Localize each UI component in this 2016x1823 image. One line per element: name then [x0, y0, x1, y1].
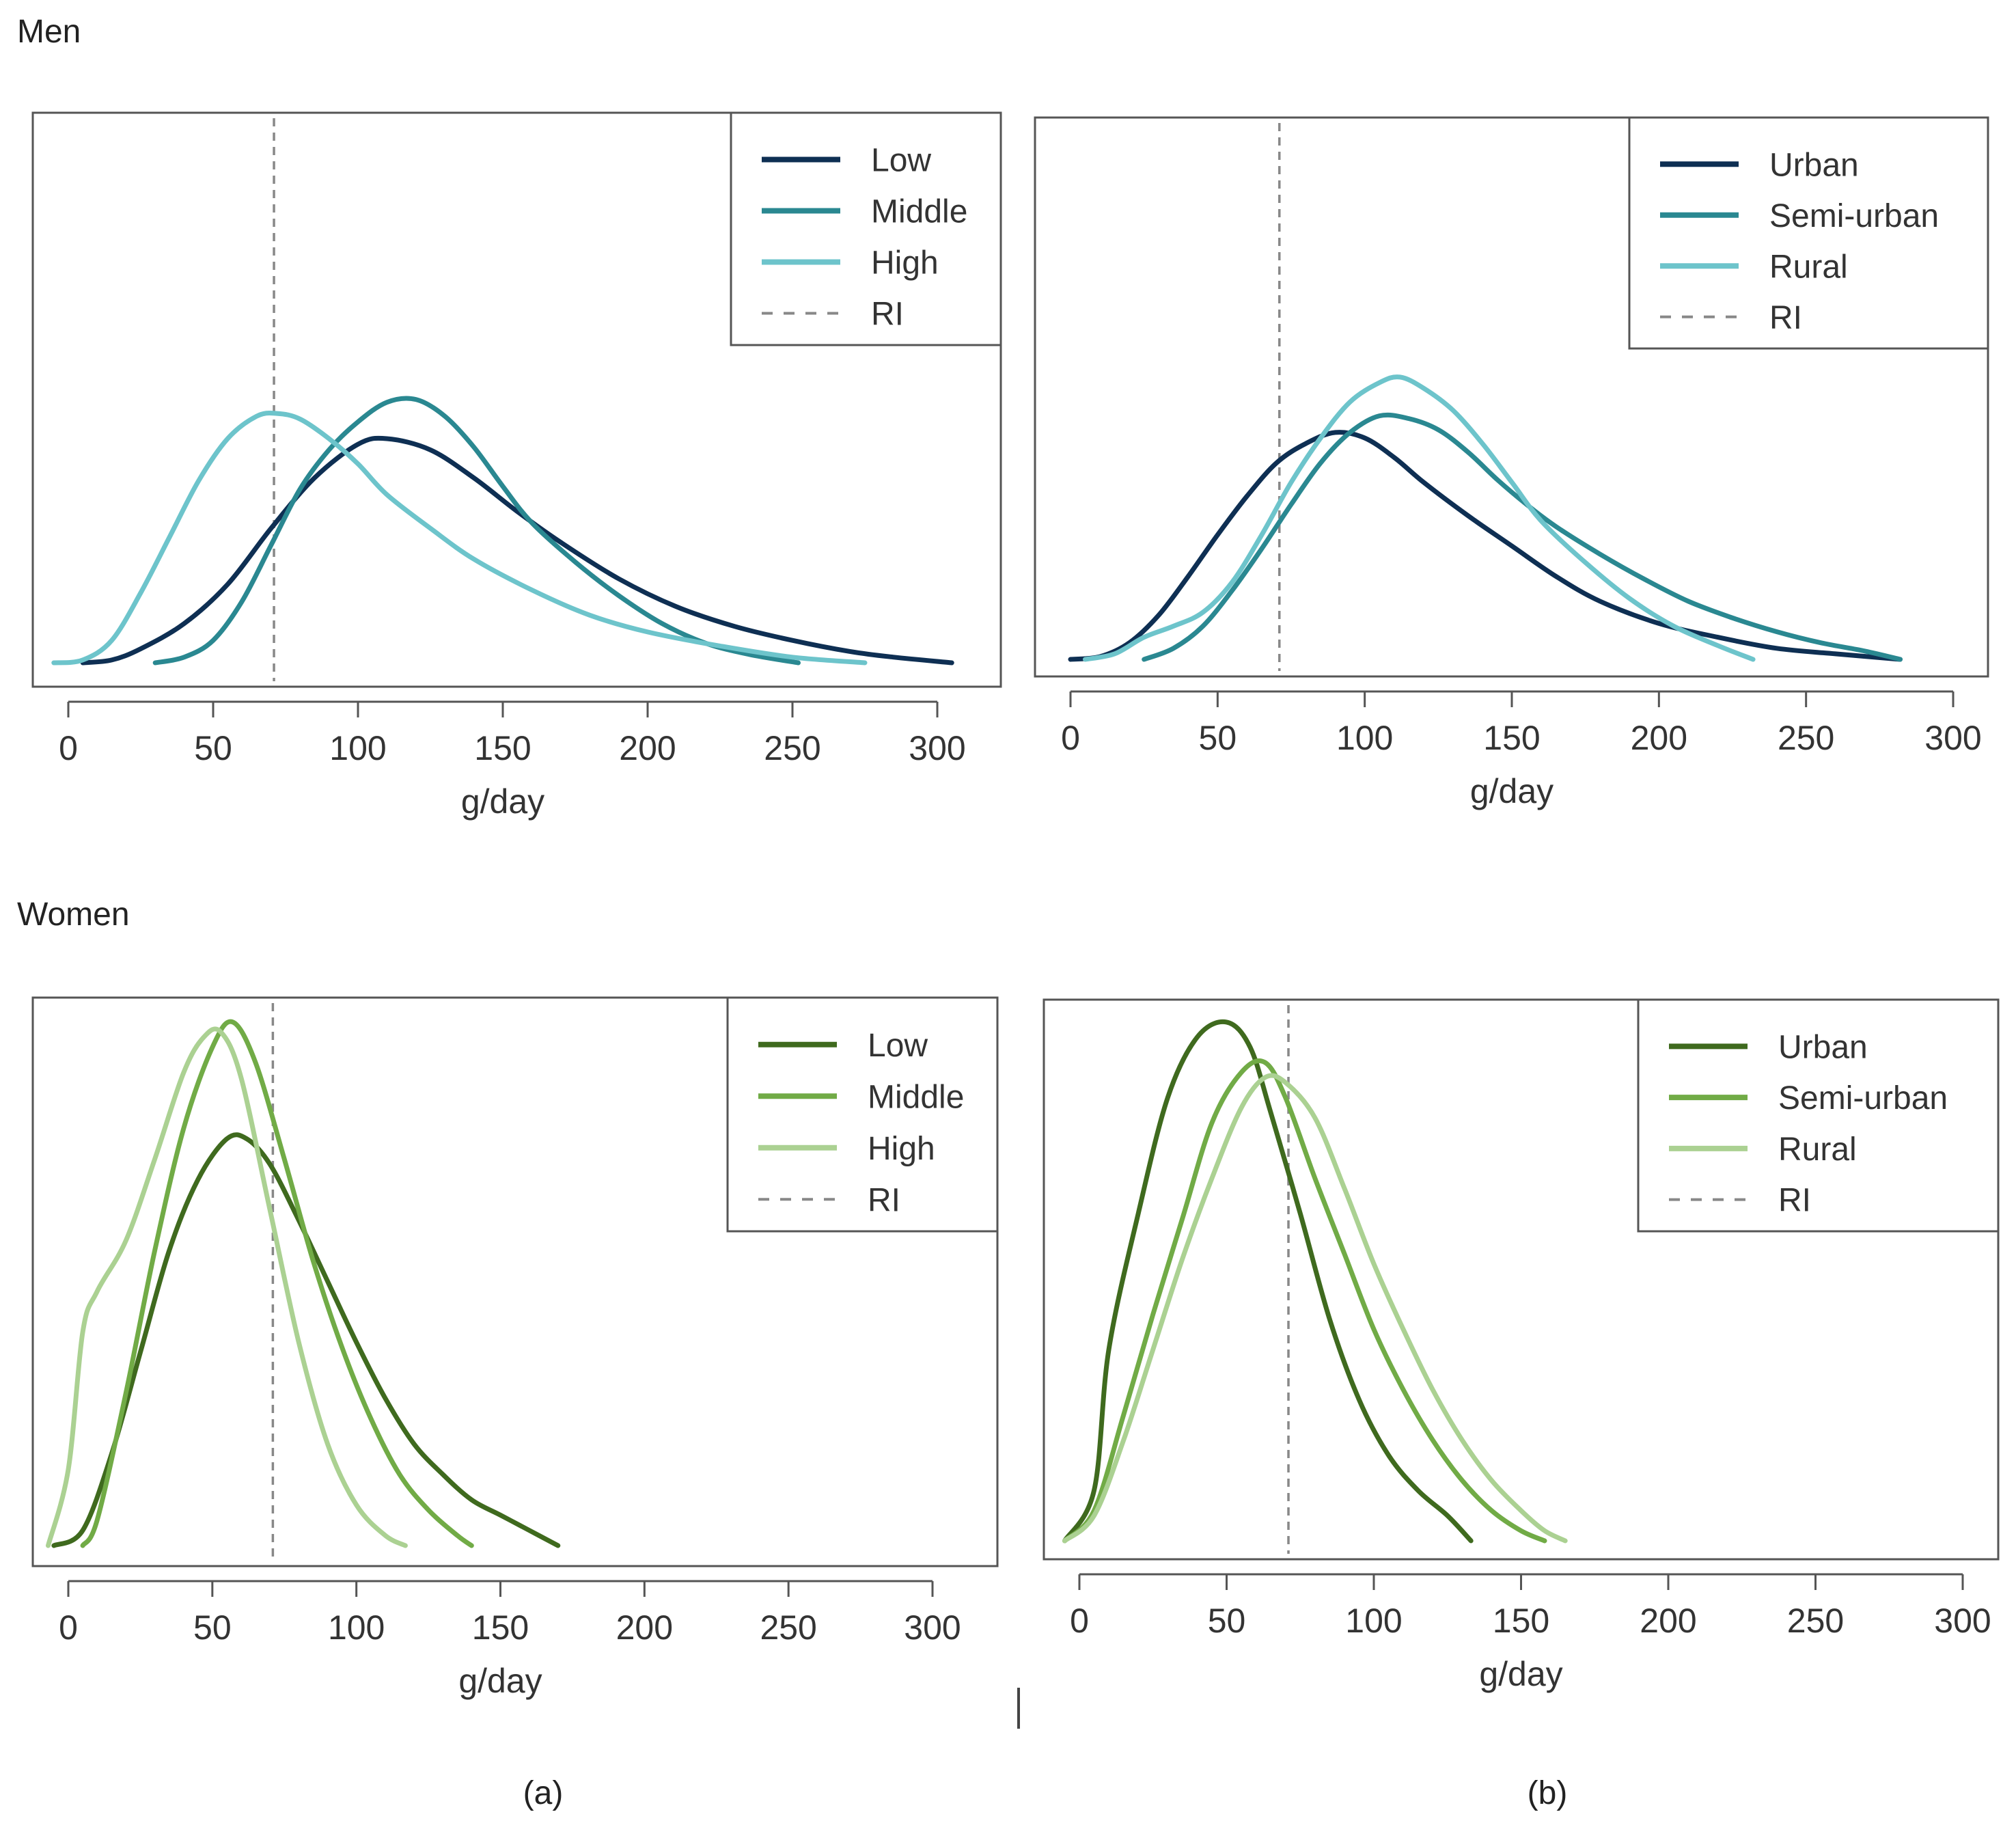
x-tick-label: 50 — [193, 1608, 232, 1647]
legend-label: RI — [868, 1182, 900, 1218]
legend-label: Urban — [1778, 1029, 1868, 1065]
x-axis-label: g/day — [1470, 772, 1554, 810]
x-tick-label: 50 — [194, 729, 232, 767]
legend-label: Urban — [1769, 147, 1859, 183]
x-tick-label: 250 — [1778, 719, 1834, 757]
x-axis-label: g/day — [1479, 1655, 1562, 1693]
x-tick-label: 200 — [616, 1608, 673, 1647]
chart-men_b: 0 50 100 150 200 250 300 g/day Urban Semi-urban Ru… — [1034, 116, 1989, 810]
x-tick-label: 200 — [1640, 1602, 1696, 1640]
legend-box — [1628, 116, 1989, 350]
series-line-high — [51, 410, 868, 666]
x-axis-label: g/day — [461, 782, 544, 821]
legend-label: Semi-urban — [1778, 1080, 1948, 1116]
x-tick-label: 0 — [1061, 719, 1080, 757]
legend: Low Middle High RI — [730, 111, 1002, 346]
legend: Urban Semi-urban Rural RI — [1628, 116, 1989, 350]
series-line-middle — [80, 1019, 474, 1548]
series-line-high — [46, 1026, 408, 1548]
plot-frame — [1042, 998, 2000, 1561]
series-line-rural — [1083, 374, 1756, 662]
chart-women_b: 0 50 100 150 200 250 300 g/day Urban Semi-urban Ru… — [1042, 998, 2000, 1693]
chart-women_a: 0 50 100 150 200 250 300 g/day Low Middle High RI — [31, 996, 999, 1700]
women-section-title: Women — [17, 896, 130, 933]
legend-label: High — [868, 1131, 935, 1167]
x-tick-label: 200 — [619, 729, 676, 767]
x-tick-label: 0 — [1070, 1602, 1089, 1640]
legend-label: Rural — [1778, 1132, 1857, 1168]
legend-label: Rural — [1769, 249, 1848, 285]
chart-men_a: 0 50 100 150 200 250 300 g/day Low Middle High RI — [31, 111, 1002, 821]
legend-label: RI — [871, 297, 904, 333]
men-section-title: Men — [17, 14, 81, 50]
series-line-rural — [1062, 1073, 1568, 1544]
x-tick-label: 100 — [1336, 719, 1393, 757]
legend-label: Low — [871, 143, 931, 179]
series-line-semi-urban — [1142, 412, 1903, 662]
plot-frame — [1034, 116, 1989, 678]
caption-a: (a) — [523, 1775, 564, 1811]
legend-label: High — [871, 245, 939, 282]
x-tick-label: 200 — [1631, 719, 1687, 757]
x-tick-label: 150 — [472, 1608, 529, 1647]
legend-box — [726, 996, 999, 1233]
series-line-semi-urban — [1062, 1058, 1547, 1544]
legend-label: RI — [1778, 1183, 1811, 1219]
series-line-low — [80, 435, 954, 666]
x-tick-label: 100 — [328, 1608, 385, 1647]
x-tick-label: 0 — [59, 1608, 78, 1647]
legend-box — [730, 111, 1002, 346]
plot-frame — [31, 996, 999, 1567]
x-tick-label: 50 — [1199, 719, 1237, 757]
x-tick-label: 150 — [1493, 1602, 1549, 1640]
x-tick-label: 300 — [1924, 719, 1981, 757]
x-tick-label: 250 — [1787, 1602, 1844, 1640]
series-line-low — [51, 1132, 561, 1548]
legend: Low Middle High RI — [726, 996, 999, 1233]
x-tick-label: 150 — [1483, 719, 1540, 757]
x-tick-label: 300 — [1934, 1602, 1991, 1640]
x-tick-label: 0 — [59, 729, 78, 767]
series-line-urban — [1062, 1019, 1474, 1544]
plot-frame — [31, 111, 1002, 688]
legend: Urban Semi-urban Rural RI — [1637, 998, 2000, 1233]
legend-label: Semi-urban — [1769, 198, 1939, 234]
x-tick-label: 300 — [904, 1608, 961, 1647]
x-axis-label: g/day — [458, 1662, 542, 1700]
legend-label: Middle — [871, 194, 967, 230]
series-line-urban — [1068, 430, 1903, 662]
legend-box — [1637, 998, 2000, 1233]
series-line-middle — [152, 396, 801, 666]
legend-label: RI — [1769, 300, 1802, 336]
x-tick-label: 100 — [1345, 1602, 1402, 1640]
x-tick-label: 250 — [760, 1608, 816, 1647]
x-tick-label: 150 — [474, 729, 531, 767]
x-tick-label: 300 — [909, 729, 965, 767]
legend-label: Low — [868, 1028, 928, 1064]
x-tick-label: 250 — [764, 729, 820, 767]
x-tick-label: 100 — [329, 729, 386, 767]
caption-b: (b) — [1528, 1775, 1568, 1811]
legend-label: Middle — [868, 1079, 964, 1115]
x-tick-label: 50 — [1208, 1602, 1246, 1640]
